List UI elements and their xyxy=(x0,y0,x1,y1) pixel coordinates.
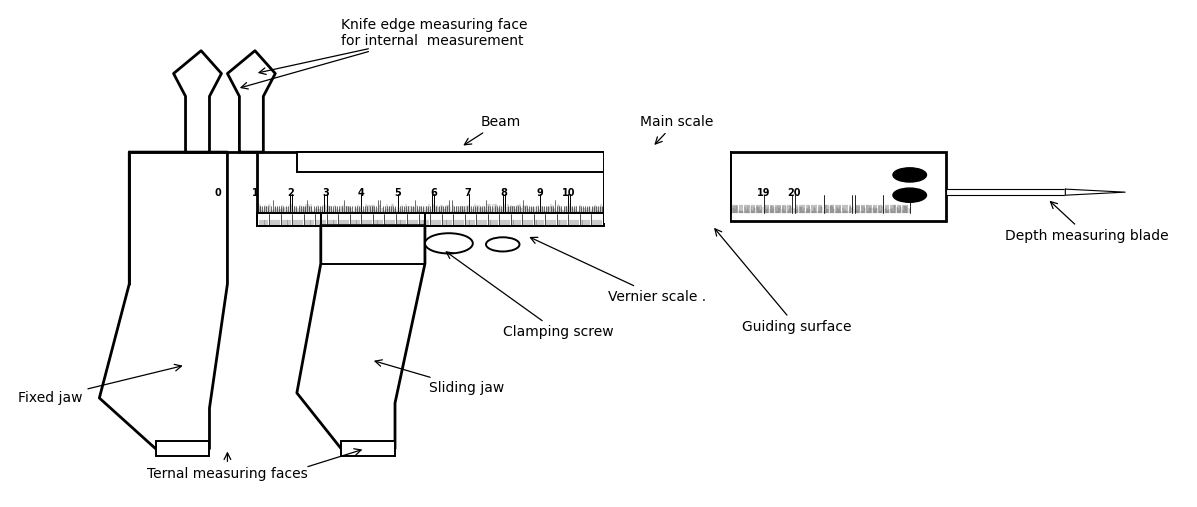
Text: Knife edge measuring face
for internal  measurement: Knife edge measuring face for internal m… xyxy=(241,18,528,89)
Circle shape xyxy=(893,168,926,182)
Polygon shape xyxy=(174,51,221,152)
Circle shape xyxy=(486,237,519,251)
Text: Clamping screw: Clamping screw xyxy=(446,252,613,339)
Bar xyxy=(341,441,395,456)
Text: 10: 10 xyxy=(561,188,576,198)
Text: 0: 0 xyxy=(214,188,221,198)
Text: Sliding jaw: Sliding jaw xyxy=(375,360,504,395)
Bar xyxy=(730,152,946,221)
Text: 20: 20 xyxy=(786,188,801,198)
Text: Guiding surface: Guiding surface xyxy=(715,229,851,334)
Text: Fixed jaw: Fixed jaw xyxy=(18,365,182,405)
Bar xyxy=(257,152,604,213)
Text: Beam: Beam xyxy=(464,115,521,145)
Bar xyxy=(946,189,1065,195)
Circle shape xyxy=(425,233,473,254)
Polygon shape xyxy=(99,152,227,449)
Bar xyxy=(257,213,604,226)
Polygon shape xyxy=(257,213,604,264)
Text: 7: 7 xyxy=(464,188,472,198)
Polygon shape xyxy=(1065,189,1125,195)
Text: Ternal measuring faces: Ternal measuring faces xyxy=(147,453,308,481)
Bar xyxy=(156,441,209,456)
Text: 5: 5 xyxy=(394,188,401,198)
Text: 19: 19 xyxy=(757,188,771,198)
Polygon shape xyxy=(297,226,425,449)
Bar xyxy=(297,152,604,172)
Text: 3: 3 xyxy=(322,188,329,198)
Circle shape xyxy=(893,188,926,202)
Text: Vernier scale .: Vernier scale . xyxy=(530,237,706,304)
Polygon shape xyxy=(227,51,275,152)
Bar xyxy=(604,147,730,223)
Text: 8: 8 xyxy=(500,188,508,198)
Text: 1: 1 xyxy=(251,188,259,198)
Text: 4: 4 xyxy=(358,188,365,198)
Text: Main scale: Main scale xyxy=(639,115,713,144)
Text: 6: 6 xyxy=(430,188,437,198)
Text: 2: 2 xyxy=(287,188,294,198)
Text: 9: 9 xyxy=(536,188,543,198)
Text: Depth measuring blade: Depth measuring blade xyxy=(1005,202,1169,243)
